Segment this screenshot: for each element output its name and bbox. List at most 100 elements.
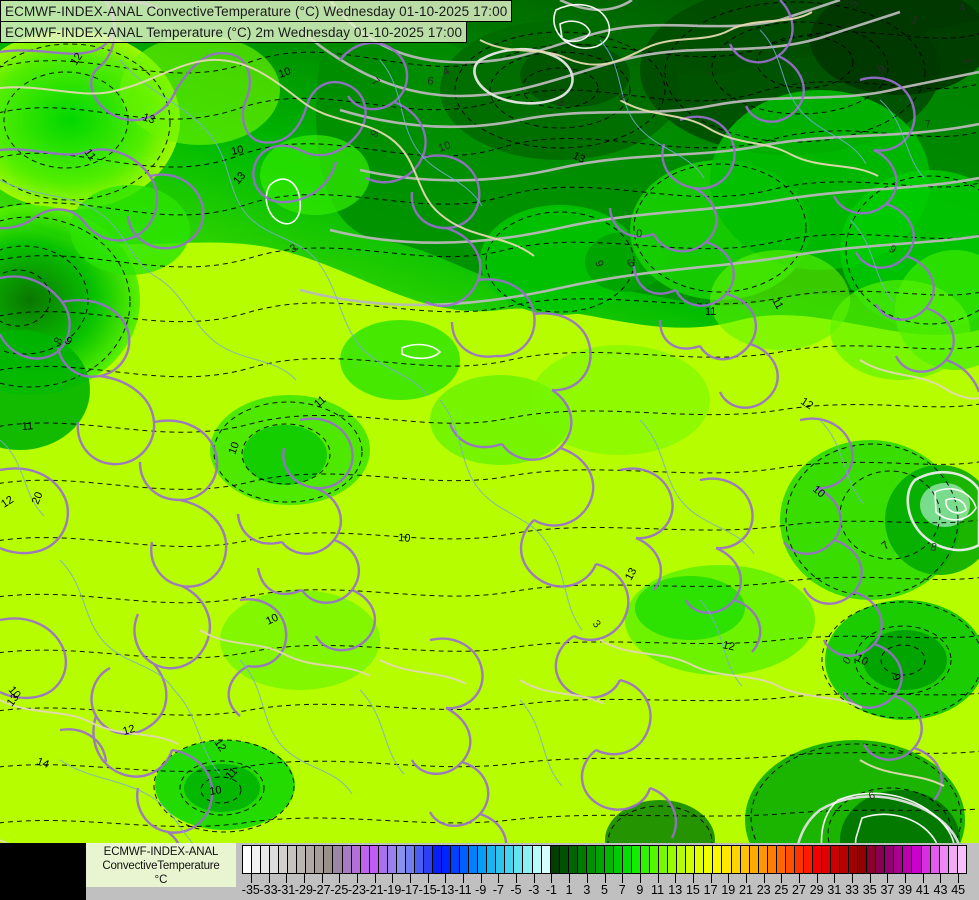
- colorbar-cell[interactable]: [948, 846, 958, 873]
- colorbar-cell[interactable]: [695, 846, 705, 873]
- colorbar-tick: [356, 874, 358, 883]
- colorbar-cell[interactable]: [595, 846, 605, 873]
- colorbar-cell[interactable]: [794, 846, 804, 873]
- colorbar-cell[interactable]: [849, 846, 859, 873]
- colorbar-cell[interactable]: [831, 846, 841, 873]
- colorbar-cell[interactable]: [306, 846, 316, 873]
- colorbar-cell[interactable]: [261, 846, 271, 873]
- colorbar-tick-label: 11: [651, 883, 665, 897]
- colorbar-cell[interactable]: [668, 846, 678, 873]
- colorbar-tick-label: 19: [721, 883, 736, 897]
- contour-label: 6: [427, 75, 435, 88]
- colorbar-tick-label: 9: [636, 883, 644, 897]
- colorbar-cell[interactable]: [722, 846, 732, 873]
- colorbar-cell[interactable]: [767, 846, 777, 873]
- colorbar-cell[interactable]: [957, 846, 966, 873]
- colorbar-cell[interactable]: [396, 846, 406, 873]
- colorbar-cell[interactable]: [478, 846, 488, 873]
- colorbar-cell[interactable]: [252, 846, 262, 873]
- colorbar-tick-label: 35: [862, 883, 877, 897]
- colorbar-cell[interactable]: [378, 846, 388, 873]
- contour-label: 3: [909, 14, 919, 27]
- colorbar-cell[interactable]: [731, 846, 741, 873]
- colorbar-cell[interactable]: [487, 846, 497, 873]
- colorbar-cell[interactable]: [387, 846, 397, 873]
- colorbar-cell[interactable]: [686, 846, 696, 873]
- contour-label: 10: [227, 440, 242, 456]
- colorbar-cell[interactable]: [930, 846, 940, 873]
- colorbar-cell[interactable]: [405, 846, 415, 873]
- colorbar-cell[interactable]: [532, 846, 542, 873]
- colorbar-cell[interactable]: [423, 846, 433, 873]
- colorbar-cell[interactable]: [333, 846, 343, 873]
- colorbar-cell[interactable]: [740, 846, 750, 873]
- colorbar-cell[interactable]: [288, 846, 298, 873]
- colorbar-cell[interactable]: [803, 846, 813, 873]
- colorbar-cell[interactable]: [315, 846, 325, 873]
- colorbar-cell[interactable]: [921, 846, 931, 873]
- colorbar-cell[interactable]: [939, 846, 949, 873]
- colorbar-cell[interactable]: [243, 846, 253, 873]
- colorbar-cell[interactable]: [360, 846, 370, 873]
- contour-label: 8: [929, 541, 937, 554]
- colorbar-cell[interactable]: [704, 846, 714, 873]
- colorbar-cell[interactable]: [541, 846, 551, 873]
- colorbar-cell[interactable]: [858, 846, 868, 873]
- colorbar-cell[interactable]: [894, 846, 904, 873]
- colorbar-cell[interactable]: [577, 846, 587, 873]
- colorbar-cell[interactable]: [523, 846, 533, 873]
- legend-left-filler: [0, 843, 86, 900]
- colorbar-cell[interactable]: [297, 846, 307, 873]
- colorbar-cell[interactable]: [496, 846, 506, 873]
- colorbar-cell[interactable]: [622, 846, 633, 873]
- colorbar-cell[interactable]: [749, 846, 759, 873]
- colorbar-cell[interactable]: [659, 846, 669, 873]
- colorbar-tick: [268, 874, 270, 883]
- colorbar-cell[interactable]: [912, 846, 922, 873]
- colorbar-cell[interactable]: [822, 846, 832, 873]
- colorbar-cell[interactable]: [604, 846, 614, 873]
- colorbar-cell[interactable]: [432, 846, 443, 873]
- colorbar-cell[interactable]: [369, 846, 379, 873]
- colorbar-cell[interactable]: [876, 846, 886, 873]
- colorbar-cell[interactable]: [324, 846, 334, 873]
- colorbar-cell[interactable]: [713, 846, 723, 873]
- colorbar[interactable]: [242, 845, 967, 874]
- colorbar-legend-panel: ECMWF-INDEX-ANAL ConvectiveTemperature °…: [86, 843, 979, 900]
- colorbar-cell[interactable]: [840, 846, 850, 873]
- colorbar-cell[interactable]: [514, 846, 524, 873]
- colorbar-cell[interactable]: [279, 846, 289, 873]
- contour-label: 6: [867, 790, 877, 803]
- colorbar-cell[interactable]: [568, 846, 578, 873]
- colorbar-cell[interactable]: [586, 846, 596, 873]
- colorbar-cell[interactable]: [270, 846, 280, 873]
- colorbar-tick: [816, 874, 818, 883]
- colorbar-cell[interactable]: [758, 846, 768, 873]
- colorbar-cell[interactable]: [414, 846, 424, 873]
- colorbar-cell[interactable]: [505, 846, 515, 873]
- colorbar-cell[interactable]: [785, 846, 795, 873]
- colorbar-tick-label: 39: [898, 883, 913, 897]
- colorbar-cell[interactable]: [469, 846, 479, 873]
- colorbar-cell[interactable]: [650, 846, 660, 873]
- colorbar-cell[interactable]: [641, 846, 651, 873]
- colorbar-cell[interactable]: [559, 846, 569, 873]
- colorbar-cell[interactable]: [776, 846, 786, 873]
- colorbar-cell[interactable]: [903, 846, 913, 873]
- colorbar-cell[interactable]: [442, 846, 452, 873]
- colorbar-cell[interactable]: [867, 846, 877, 873]
- colorbar-cell[interactable]: [351, 846, 361, 873]
- colorbar-cell[interactable]: [885, 846, 895, 873]
- colorbar-cell[interactable]: [677, 846, 687, 873]
- colorbar-cell[interactable]: [460, 846, 470, 873]
- colorbar-cell[interactable]: [342, 846, 352, 873]
- colorbar-tick-label: 15: [685, 883, 700, 897]
- colorbar-cell[interactable]: [632, 846, 642, 873]
- colorbar-cell[interactable]: [550, 846, 560, 873]
- colorbar-tick-label: -17: [400, 883, 420, 897]
- colorbar-cell[interactable]: [451, 846, 461, 873]
- colorbar-tick-label: 33: [845, 883, 859, 897]
- colorbar-cell[interactable]: [613, 846, 623, 873]
- colorbar-cell[interactable]: [812, 846, 822, 873]
